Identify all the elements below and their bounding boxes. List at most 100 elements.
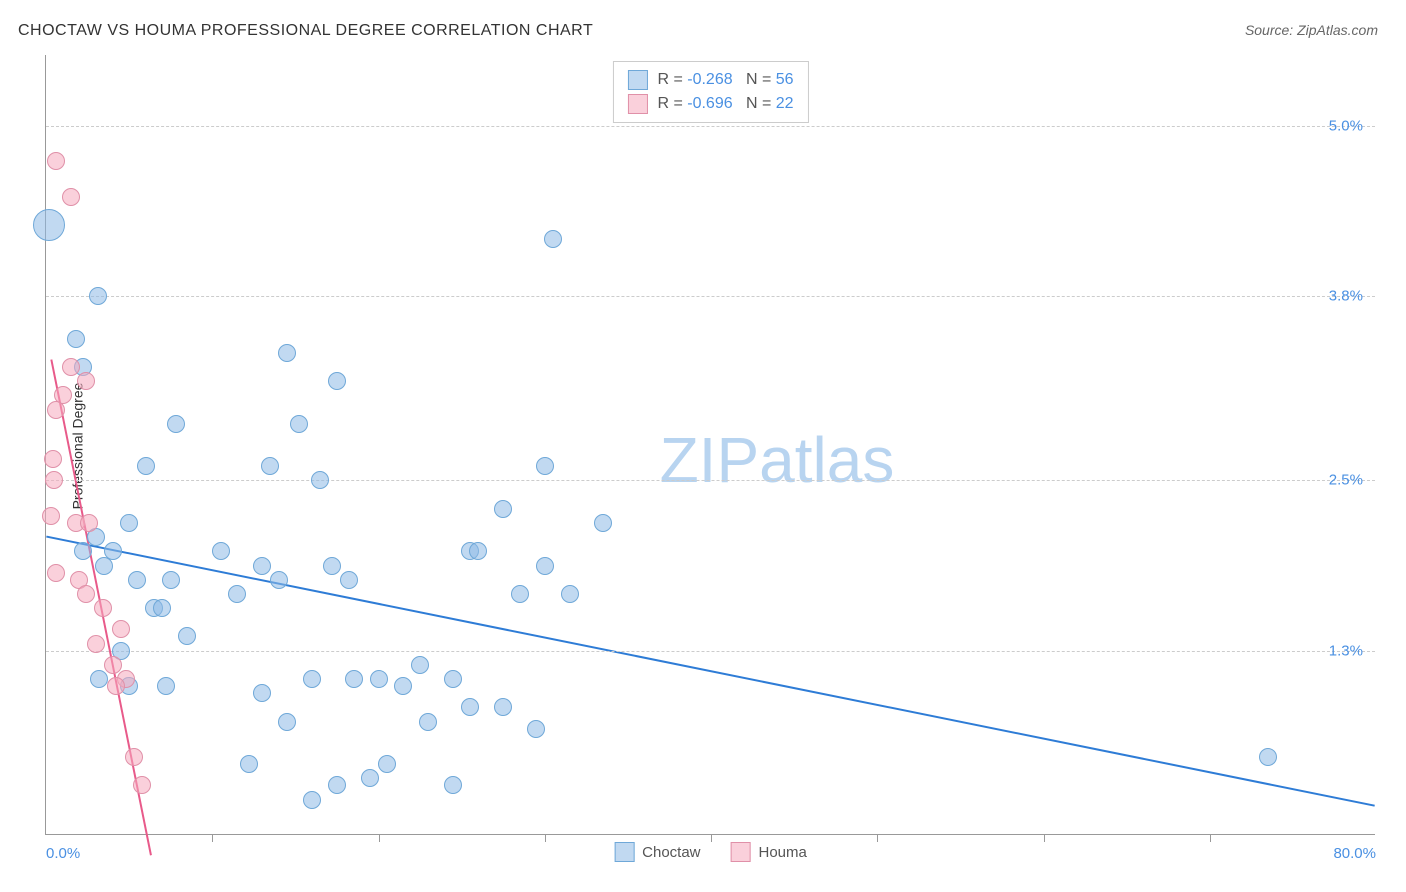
- correlation-legend: R = -0.268 N = 56 R = -0.696 N = 22: [612, 61, 808, 123]
- legend-item: Choctaw: [614, 842, 700, 862]
- chart-title: CHOCTAW VS HOUMA PROFESSIONAL DEGREE COR…: [18, 22, 593, 40]
- scatter-point: [1259, 748, 1277, 766]
- scatter-point: [311, 471, 329, 489]
- scatter-point: [74, 542, 92, 560]
- series-legend: Choctaw Houma: [614, 842, 807, 862]
- legend-swatch: [627, 70, 647, 90]
- scatter-point: [45, 471, 63, 489]
- scatter-point: [42, 507, 60, 525]
- source-attribution: Source: ZipAtlas.com: [1245, 22, 1378, 38]
- scatter-point: [469, 542, 487, 560]
- scatter-point: [87, 635, 105, 653]
- scatter-point: [461, 698, 479, 716]
- x-tick: [877, 834, 878, 842]
- gridline: [46, 296, 1375, 297]
- scatter-point: [261, 457, 279, 475]
- scatter-point: [328, 776, 346, 794]
- gridline: [46, 480, 1375, 481]
- scatter-point: [594, 514, 612, 532]
- scatter-point: [80, 514, 98, 532]
- x-tick: [1044, 834, 1045, 842]
- scatter-point: [361, 769, 379, 787]
- scatter-point: [240, 755, 258, 773]
- scatter-point: [47, 401, 65, 419]
- scatter-point: [44, 450, 62, 468]
- scatter-point: [67, 330, 85, 348]
- scatter-point: [411, 656, 429, 674]
- legend-swatch: [627, 94, 647, 114]
- scatter-point: [536, 457, 554, 475]
- scatter-point: [95, 557, 113, 575]
- scatter-point: [89, 287, 107, 305]
- scatter-point: [253, 684, 271, 702]
- legend-row: R = -0.696 N = 22: [627, 92, 793, 116]
- scatter-point: [494, 500, 512, 518]
- scatter-point: [162, 571, 180, 589]
- scatter-point: [323, 557, 341, 575]
- scatter-point: [544, 230, 562, 248]
- y-tick-label: 2.5%: [1329, 472, 1363, 489]
- x-tick: [545, 834, 546, 842]
- legend-label: Houma: [759, 844, 807, 861]
- scatter-point: [77, 585, 95, 603]
- x-tick: [1210, 834, 1211, 842]
- scatter-point: [345, 670, 363, 688]
- scatter-point: [561, 585, 579, 603]
- scatter-point: [107, 677, 125, 695]
- scatter-point: [228, 585, 246, 603]
- scatter-point: [511, 585, 529, 603]
- scatter-point: [303, 670, 321, 688]
- scatter-point: [112, 620, 130, 638]
- scatter-point: [90, 670, 108, 688]
- chart-plot-area: ZIPatlas R = -0.268 N = 56R = -0.696 N =…: [45, 55, 1375, 835]
- scatter-point: [278, 344, 296, 362]
- scatter-point: [394, 677, 412, 695]
- scatter-point: [444, 670, 462, 688]
- scatter-point: [527, 720, 545, 738]
- scatter-point: [120, 514, 138, 532]
- x-tick-label: 80.0%: [1333, 845, 1376, 862]
- scatter-point: [328, 372, 346, 390]
- scatter-point: [278, 713, 296, 731]
- scatter-point: [133, 776, 151, 794]
- legend-swatch: [614, 842, 634, 862]
- x-tick-label: 0.0%: [46, 845, 80, 862]
- gridline: [46, 126, 1375, 127]
- scatter-point: [62, 188, 80, 206]
- scatter-point: [419, 713, 437, 731]
- scatter-point: [47, 564, 65, 582]
- legend-label: Choctaw: [642, 844, 700, 861]
- scatter-point: [62, 358, 80, 376]
- legend-row: R = -0.268 N = 56: [627, 68, 793, 92]
- scatter-point: [125, 748, 143, 766]
- scatter-point: [303, 791, 321, 809]
- scatter-point: [77, 372, 95, 390]
- scatter-point: [444, 776, 462, 794]
- scatter-point: [137, 457, 155, 475]
- scatter-point: [167, 415, 185, 433]
- scatter-point: [212, 542, 230, 560]
- scatter-point: [370, 670, 388, 688]
- x-tick: [379, 834, 380, 842]
- scatter-point: [270, 571, 288, 589]
- legend-text: R = -0.268 N = 56: [657, 71, 793, 89]
- legend-item: Houma: [731, 842, 807, 862]
- chart-svg-layer: [46, 55, 1375, 834]
- y-tick-label: 5.0%: [1329, 117, 1363, 134]
- scatter-point: [104, 656, 122, 674]
- gridline: [46, 651, 1375, 652]
- scatter-point: [157, 677, 175, 695]
- scatter-point: [153, 599, 171, 617]
- scatter-point: [536, 557, 554, 575]
- scatter-point: [340, 571, 358, 589]
- y-tick-label: 3.8%: [1329, 288, 1363, 305]
- legend-text: R = -0.696 N = 22: [657, 95, 793, 113]
- scatter-point: [128, 571, 146, 589]
- scatter-point: [494, 698, 512, 716]
- legend-swatch: [731, 842, 751, 862]
- x-tick: [212, 834, 213, 842]
- scatter-point: [94, 599, 112, 617]
- scatter-point: [33, 209, 65, 241]
- scatter-point: [290, 415, 308, 433]
- scatter-point: [47, 152, 65, 170]
